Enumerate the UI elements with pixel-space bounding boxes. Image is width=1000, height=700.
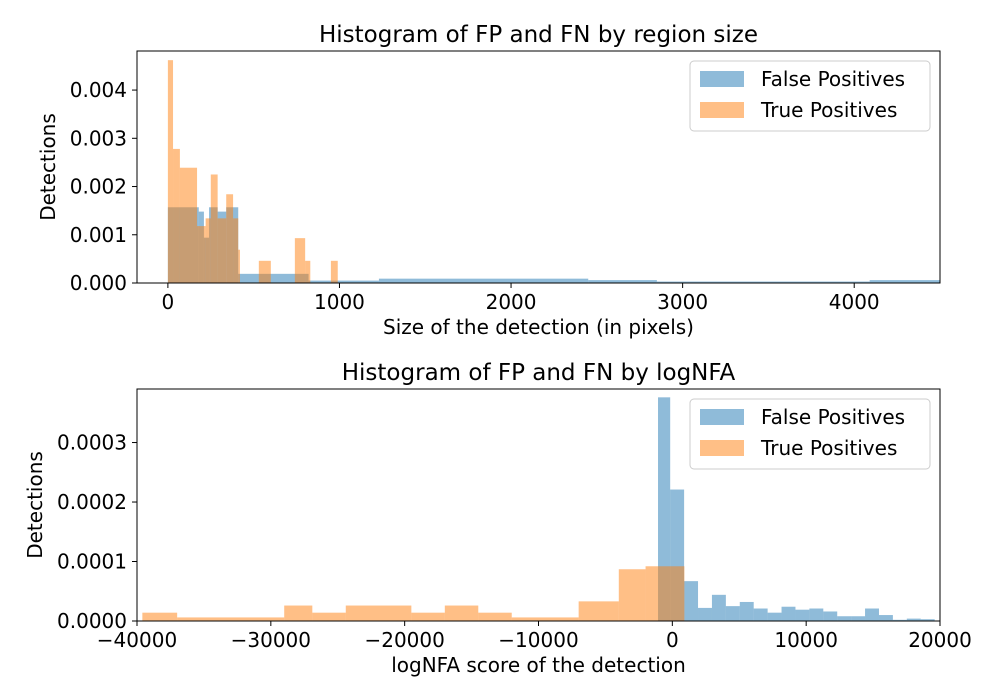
top-xtick-label-0: 0 [162, 290, 175, 314]
top-xtick-label-1: 1000 [314, 290, 365, 314]
bottom-bar-tp-3 [312, 612, 346, 621]
bottom-bar-fp-13 [837, 616, 852, 621]
top-y-axis-title: Detections [36, 113, 60, 221]
top-bar-fp-10 [656, 281, 870, 283]
bottom-xtick-label-1: −30000 [231, 628, 311, 652]
top-bar-tp-7 [226, 194, 234, 283]
top-bar-tp-12 [305, 260, 311, 283]
top-legend: False Positives True Positives [689, 60, 931, 132]
bottom-bar-tp-8 [511, 617, 579, 621]
bottom-legend-swatch-true-positives [700, 440, 744, 456]
top-bar-tp-9 [238, 249, 240, 283]
bottom-bar-fp-5 [725, 606, 740, 621]
bottom-legend-label-true-positives: True Positives [760, 436, 897, 460]
bottom-bar-fp-14 [851, 616, 866, 621]
bottom-xtick-label-0: −40000 [97, 628, 177, 652]
top-bar-fp-11 [869, 280, 940, 283]
top-bar-fp-9 [588, 280, 657, 283]
bottom-bar-tp-9 [578, 601, 619, 621]
top-ytick-label-4: 0.004 [70, 78, 127, 102]
bottom-ytick-label-0: 0.0000 [57, 609, 127, 633]
bottom-series-true-positives [142, 566, 685, 621]
bottom-ytick-label-1: 0.0001 [57, 550, 127, 574]
bottom-bar-fp-17 [892, 619, 907, 621]
top-series-true-positives [167, 60, 338, 283]
bottom-x-axis-title: logNFA score of the detection [391, 653, 686, 677]
top-ytick-label-2: 0.002 [70, 175, 127, 199]
top-xtick-label-2: 2000 [486, 290, 537, 314]
top-x-axis-title: Size of the detection (in pixels) [383, 315, 694, 339]
top-bar-tp-0 [167, 60, 174, 283]
top-ytick-label-0: 0.000 [70, 271, 127, 295]
bottom-xtick-label-3: −10000 [498, 628, 578, 652]
top-legend-label-true-positives: True Positives [760, 98, 897, 122]
bottom-bar-tp-6 [444, 605, 479, 621]
top-bar-tp-1 [173, 148, 180, 283]
top-bar-fp-7 [308, 280, 379, 283]
bottom-bar-fp-2 [684, 581, 699, 621]
bottom-bar-fp-7 [753, 608, 768, 621]
bottom-bar-fp-11 [809, 608, 824, 621]
top-bar-tp-4 [205, 218, 211, 283]
top-xtick-label-4: 4000 [829, 290, 880, 314]
bottom-chart: −40000 −30000 −20000 −10000 0 10000 20000 0.000… [23, 360, 972, 677]
bottom-legend-swatch-false-positives [700, 409, 744, 425]
bottom-bar-fp-10 [795, 609, 810, 621]
top-series-false-positives [167, 207, 940, 283]
bottom-bar-fp-6 [739, 601, 754, 621]
top-bar-tp-3 [197, 226, 206, 283]
bottom-legend-label-false-positives: False Positives [761, 405, 905, 429]
bottom-bar-fp-9 [781, 606, 796, 621]
bottom-ytick-label-3: 0.0003 [57, 431, 127, 455]
bottom-legend-box [689, 398, 931, 470]
top-bar-tp-11 [294, 238, 306, 283]
bottom-bar-tp-5 [411, 612, 445, 621]
bottom-bar-tp-7 [478, 612, 512, 621]
top-legend-swatch-false-positives [700, 71, 744, 87]
top-legend-swatch-true-positives [700, 102, 744, 118]
bottom-bar-fp-16 [878, 615, 893, 621]
top-bar-tp-10 [258, 260, 271, 283]
bottom-bar-fp-3 [698, 607, 712, 621]
bottom-xtick-label-5: 10000 [774, 628, 838, 652]
bottom-bar-tp-11 [645, 566, 685, 621]
top-bar-fp-6 [238, 273, 309, 283]
bottom-bar-tp-4 [345, 605, 412, 621]
bottom-bar-fp-8 [767, 612, 782, 621]
top-bar-tp-5 [210, 174, 218, 283]
bottom-bar-fp-4 [711, 594, 726, 621]
bottom-ytick-label-2: 0.0002 [57, 490, 127, 514]
bottom-bar-fp-12 [823, 611, 838, 621]
top-bar-tp-6 [217, 218, 227, 283]
bottom-xtick-label-4: 0 [666, 628, 679, 652]
top-ytick-label-1: 0.001 [70, 223, 127, 247]
top-chart: 0 1000 2000 3000 4000 0.000 0.001 0.002 0.003 0.0… [36, 22, 941, 339]
bottom-bar-tp-1 [177, 617, 285, 621]
top-legend-box [689, 60, 931, 132]
bottom-bar-fp-18 [906, 618, 921, 621]
bottom-bar-fp-0 [658, 397, 671, 621]
top-axes-frame [136, 50, 941, 284]
bottom-xtick-label-2: −20000 [364, 628, 444, 652]
top-chart-title: Histogram of FP and FN by region size [319, 22, 758, 48]
bottom-bar-tp-2 [284, 605, 313, 621]
bottom-xtick-label-6: 20000 [908, 628, 972, 652]
top-bar-tp-8 [233, 218, 239, 283]
bottom-bar-fp-19 [920, 619, 935, 621]
top-bar-tp-2 [179, 167, 198, 283]
bottom-bar-tp-10 [618, 569, 646, 621]
top-xtick-label-3: 3000 [657, 290, 708, 314]
bottom-bar-tp-0 [142, 612, 178, 621]
top-legend-label-false-positives: False Positives [761, 67, 905, 91]
bottom-chart-title: Histogram of FP and FN by logNFA [342, 360, 736, 386]
bottom-y-axis-title: Detections [23, 451, 47, 559]
top-bar-tp-13 [330, 260, 338, 283]
top-bar-fp-8 [378, 278, 589, 283]
top-ytick-label-3: 0.003 [70, 126, 127, 150]
bottom-legend: False Positives True Positives [689, 398, 931, 470]
bottom-bar-fp-15 [865, 608, 879, 621]
